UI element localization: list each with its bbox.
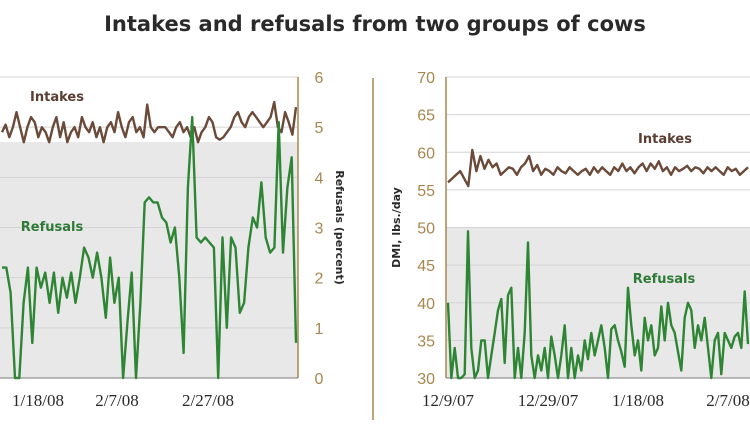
y-tick-label: 6 (315, 70, 324, 87)
y-tick-label: 50 (417, 221, 435, 238)
x-tick-label: 2/7/08 (706, 391, 749, 410)
series-label-intakes: Intakes (30, 90, 84, 105)
y-tick-label: 35 (417, 333, 435, 350)
y-axis-title: Refusals (percent) (333, 170, 346, 285)
y-tick-label: 70 (417, 70, 435, 87)
x-tick-label: 12/9/07 (422, 391, 474, 410)
page-title: Intakes and refusals from two groups of … (104, 12, 646, 36)
series-label-intakes: Intakes (638, 132, 692, 147)
series-line-intakes (447, 148, 749, 188)
y-tick-label: 1 (315, 321, 324, 338)
y-tick-label: 0 (315, 371, 324, 388)
y-tick-label: 45 (417, 258, 435, 275)
x-tick-label: 2/7/08 (95, 391, 138, 410)
series-line-refusals (446, 230, 750, 380)
y-tick-label: 3 (315, 221, 324, 238)
y-tick-label: 5 (315, 120, 324, 137)
chart-left: 0 1 2 3 4 5 6 Refusals (percent) 1/18/08 2/7/08 2/… (0, 70, 346, 410)
series-label-refusals: Refusals (633, 272, 696, 287)
chart-right: 30 35 40 45 50 55 60 65 70 DMI, lbs./day 12/9/07 12… (390, 70, 750, 410)
y-tick-label: 55 (417, 183, 435, 200)
y-tick-label: 65 (417, 108, 435, 125)
x-tick-label: 2/27/08 (182, 391, 234, 410)
series-label-refusals: Refusals (21, 220, 84, 235)
x-tick-label: 1/18/08 (12, 391, 64, 410)
y-tick-label: 40 (417, 296, 435, 313)
x-tick-label: 1/18/08 (612, 391, 664, 410)
y-tick-label: 60 (417, 145, 435, 162)
series-line-intakes (0, 100, 298, 144)
y-tick-label: 30 (417, 371, 435, 388)
y-tick-label: 4 (315, 170, 324, 187)
series-line-refusals (2, 115, 298, 380)
y-axis-title: DMI, lbs./day (390, 187, 403, 268)
x-tick-label: 12/29/07 (518, 391, 579, 410)
y-tick-label: 2 (315, 271, 324, 288)
